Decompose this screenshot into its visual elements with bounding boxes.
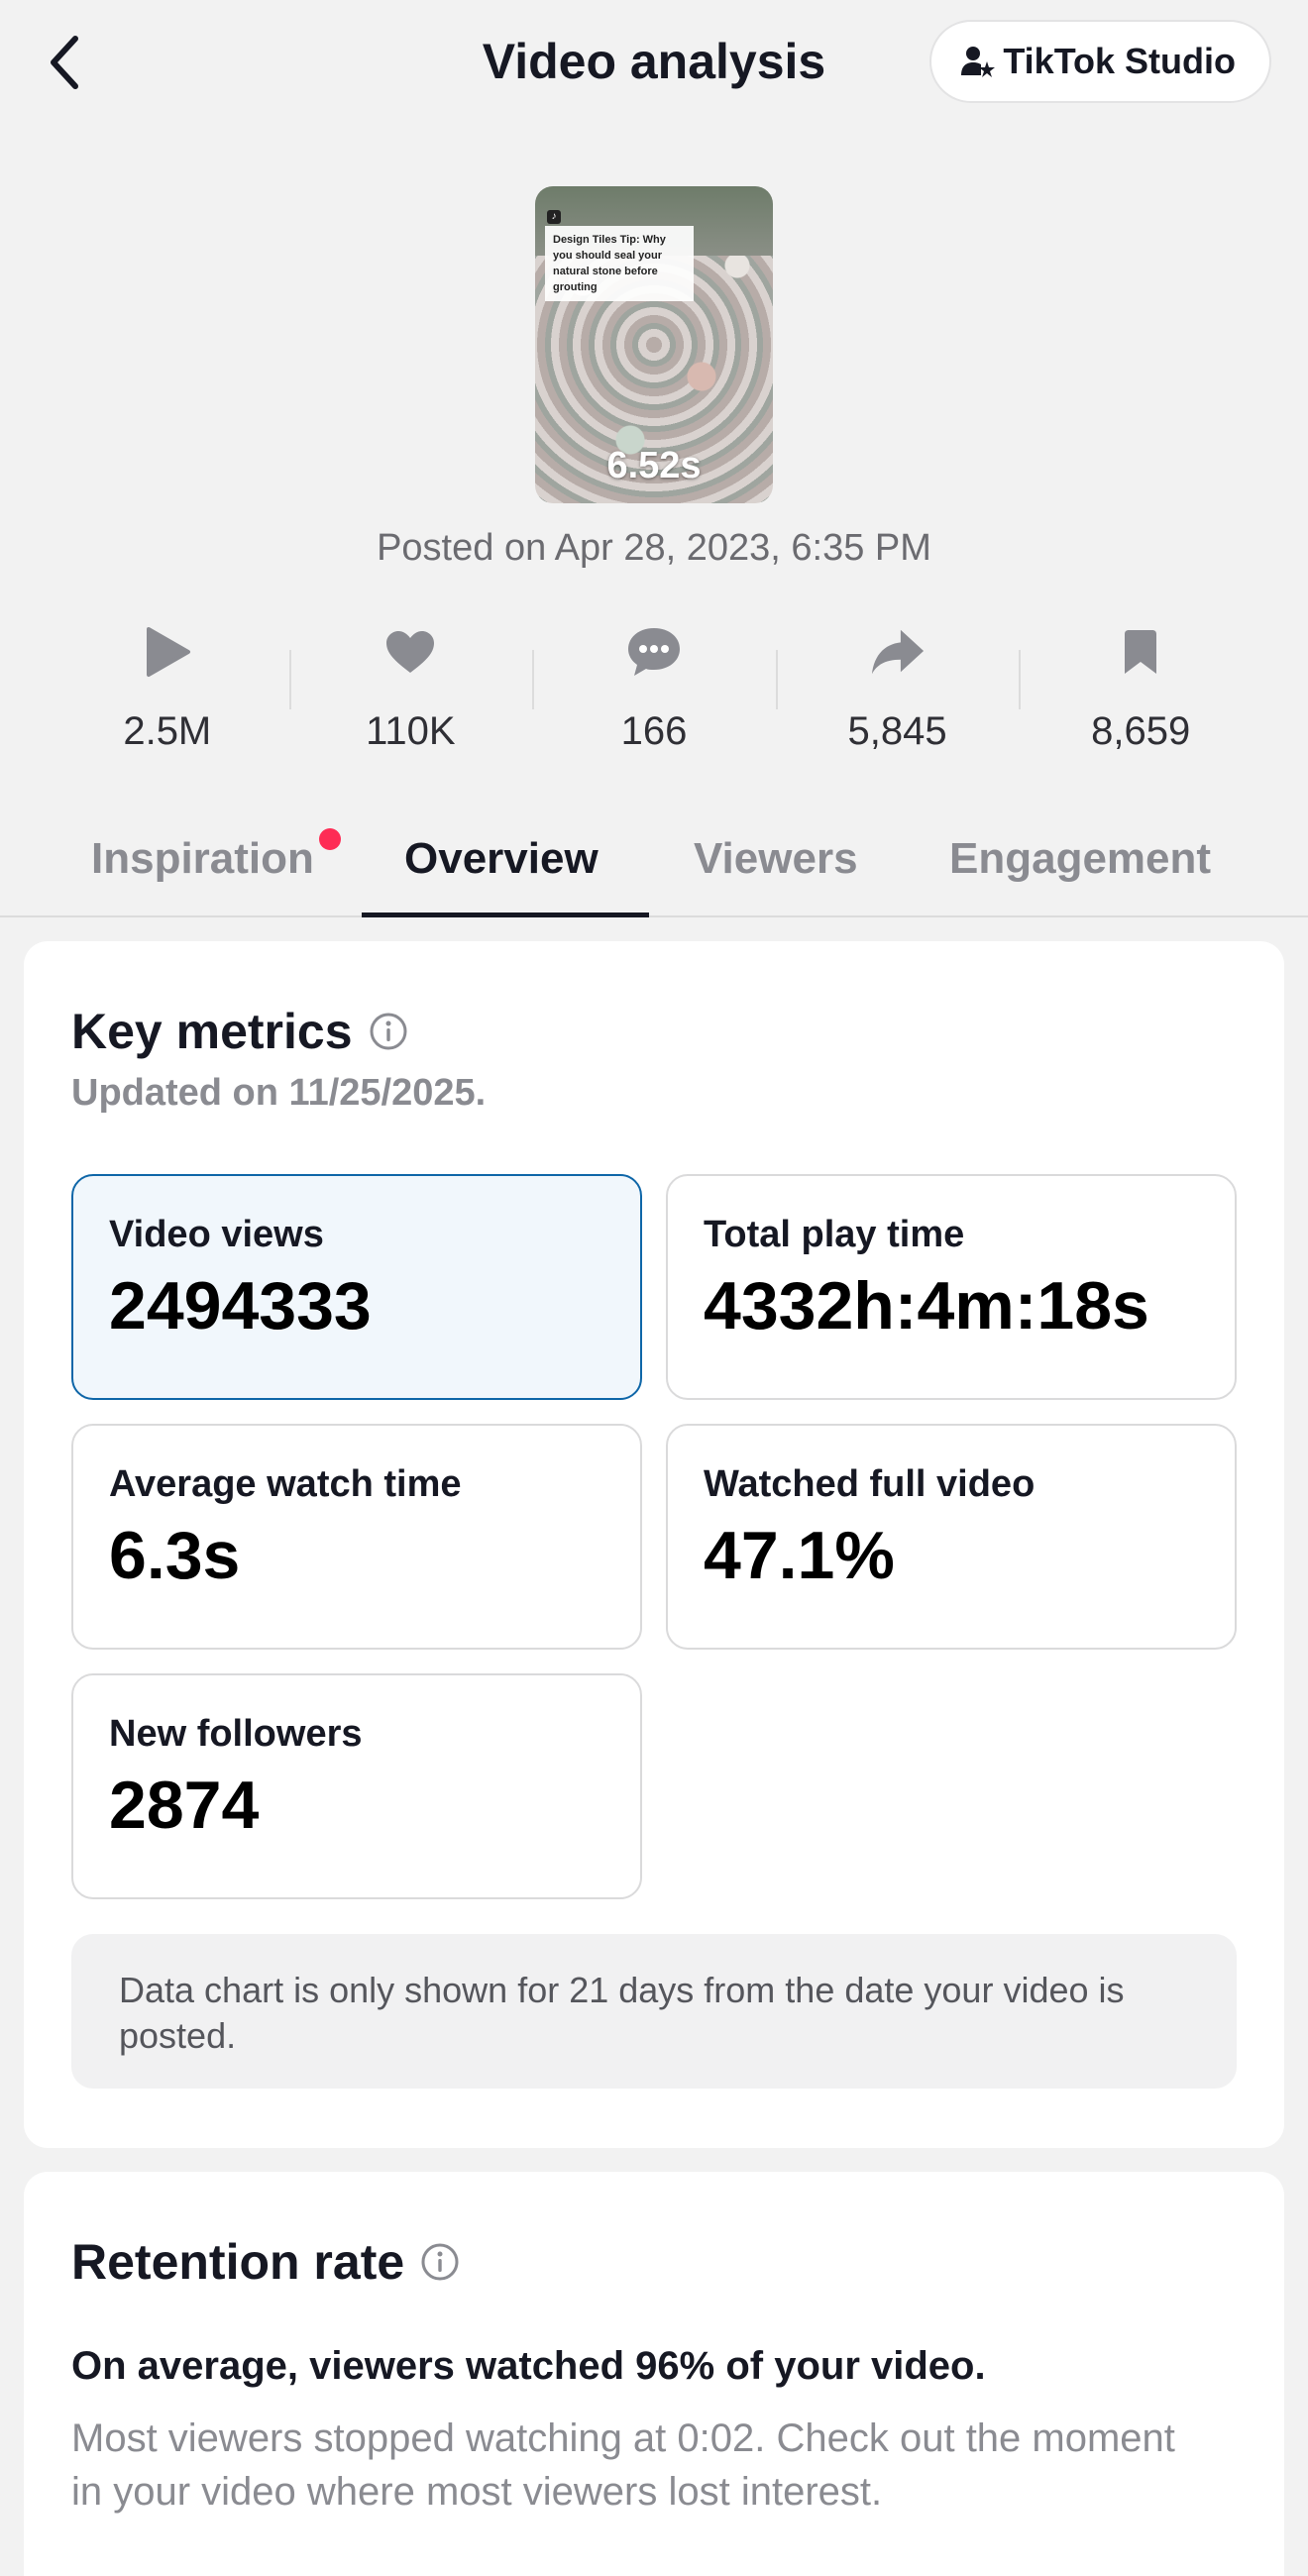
metric-total-play-time[interactable]: Total play time 4332h:4m:18s: [666, 1174, 1237, 1400]
page-title: Video analysis: [482, 34, 826, 89]
stats-row: 2.5M 110K 166 5,845 8,659: [46, 614, 1262, 773]
stat-saves: 8,659: [1019, 614, 1262, 773]
metric-label: Average watch time: [109, 1463, 462, 1505]
retention-detail: Most viewers stopped watching at 0:02. C…: [71, 2416, 1175, 2514]
key-metrics-title: Key metrics: [71, 1004, 353, 1059]
stat-likes: 110K: [288, 614, 533, 773]
saves-count: 8,659: [1091, 709, 1191, 753]
updated-date: Updated on 11/25/2025.: [71, 1072, 487, 1114]
tab-engagement[interactable]: Engagement: [949, 834, 1212, 883]
notification-dot: [319, 828, 341, 850]
metric-watched-full-video[interactable]: Watched full video 47.1%: [666, 1424, 1237, 1650]
back-button[interactable]: [36, 28, 95, 97]
video-thumbnail[interactable]: ♪ Design Tiles Tip: Why you should seal …: [535, 186, 773, 503]
share-icon: [870, 624, 926, 680]
video-duration: 6.52s: [606, 445, 702, 486]
metric-value: 4332h:4m:18s: [704, 1268, 1149, 1343]
play-icon: [140, 624, 195, 680]
plays-count: 2.5M: [123, 709, 212, 753]
stat-shares: 5,845: [775, 614, 1020, 773]
key-metrics-header: Key metrics: [71, 1003, 408, 1060]
bookmark-icon: [1113, 624, 1168, 680]
stat-plays: 2.5M: [46, 614, 289, 773]
tab-overview[interactable]: Overview: [404, 834, 599, 883]
user-star-icon: [961, 47, 996, 77]
retention-summary: On average, viewers watched 96% of your …: [71, 2344, 986, 2388]
info-icon[interactable]: [420, 2242, 460, 2282]
metric-label: New followers: [109, 1713, 363, 1755]
metric-new-followers[interactable]: New followers 2874: [71, 1673, 642, 1899]
tab-inspiration[interactable]: Inspiration: [91, 834, 314, 883]
tab-viewers[interactable]: Viewers: [694, 834, 858, 883]
studio-button-label: TikTok Studio: [1003, 41, 1236, 81]
stat-comments: 166: [532, 614, 776, 773]
active-tab-indicator: [362, 912, 649, 917]
tab-bar: Inspiration Overview Viewers Engagement: [0, 812, 1308, 917]
metric-video-views[interactable]: Video views 2494333: [71, 1174, 642, 1400]
retention-title: Retention rate: [71, 2234, 405, 2290]
metric-label: Total play time: [704, 1214, 965, 1255]
metric-label: Video views: [109, 1214, 324, 1255]
retention-card: Retention rate On average, viewers watch…: [24, 2172, 1284, 2576]
chevron-left-icon: [51, 36, 78, 89]
thumbnail-caption: Design Tiles Tip: Why you should seal yo…: [545, 226, 694, 301]
info-icon[interactable]: [369, 1012, 408, 1051]
tiktok-logo-icon: ♪: [547, 210, 561, 224]
metric-value: 2494333: [109, 1268, 372, 1343]
heart-icon: [382, 624, 438, 680]
likes-count: 110K: [366, 709, 456, 753]
tiktok-studio-button[interactable]: TikTok Studio: [929, 20, 1271, 103]
header: Video analysis TikTok Studio: [0, 0, 1308, 129]
metric-average-watch-time[interactable]: Average watch time 6.3s: [71, 1424, 642, 1650]
metric-value: 47.1%: [704, 1518, 895, 1593]
shares-count: 5,845: [847, 709, 947, 753]
data-chart-note: Data chart is only shown for 21 days fro…: [71, 1934, 1237, 2089]
metric-value: 2874: [109, 1768, 260, 1843]
comment-icon: [626, 624, 682, 680]
retention-header: Retention rate: [71, 2233, 460, 2291]
comments-count: 166: [620, 709, 688, 753]
metric-label: Watched full video: [704, 1463, 1036, 1505]
posted-date: Posted on Apr 28, 2023, 6:35 PM: [377, 527, 931, 569]
metric-value: 6.3s: [109, 1518, 241, 1593]
key-metrics-card: Key metrics Updated on 11/25/2025. Video…: [24, 941, 1284, 2148]
